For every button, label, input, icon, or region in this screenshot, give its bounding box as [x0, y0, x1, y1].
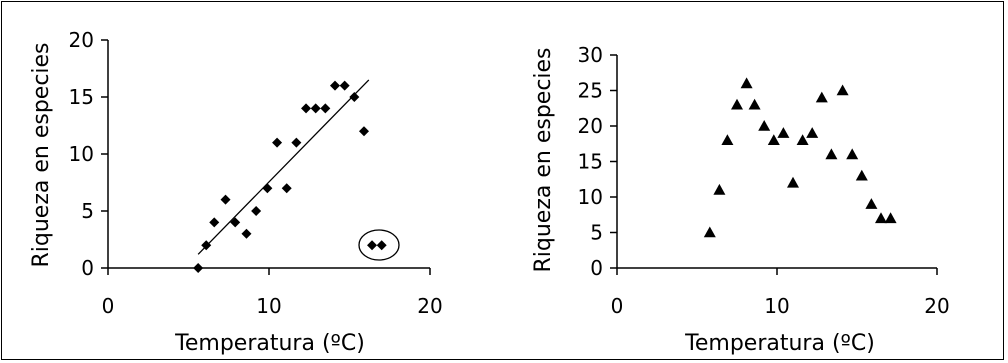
data-point-diamond: [272, 137, 283, 148]
chart-1-outlier-circle: [358, 229, 400, 261]
data-point-diamond: [241, 228, 252, 239]
chart-1: 0 5 10 15 20 0 10 20 Temperatura (ºC) Riqueza e…: [29, 28, 443, 356]
chart-1-y-tick-label: 10: [69, 142, 94, 166]
data-point-diamond: [358, 126, 369, 137]
data-point-triangle: [731, 98, 743, 110]
chart-1-x-tick-label: 20: [417, 294, 442, 318]
chart-2-y-tick-label: 30: [578, 43, 603, 67]
data-point-triangle: [865, 198, 878, 209]
data-point-triangle: [884, 212, 897, 224]
chart-1-y-tick-label: 20: [69, 28, 94, 52]
data-point-triangle: [748, 98, 761, 110]
chart-2-x-tick-label: 20: [924, 294, 949, 318]
data-point-diamond: [320, 103, 331, 114]
data-point-diamond: [367, 240, 378, 251]
data-point-diamond: [310, 103, 321, 114]
data-point-triangle: [855, 169, 868, 181]
data-point-triangle: [777, 127, 790, 138]
data-point-diamond: [220, 194, 231, 205]
chart-2-x-label: Temperatura (ºC): [684, 331, 875, 356]
data-point-diamond: [209, 217, 220, 228]
chart-2-y-tick-label: 25: [578, 79, 603, 103]
data-point-triangle: [721, 134, 734, 145]
data-point-triangle: [787, 176, 799, 188]
chart-1-x-label: Temperatura (ºC): [174, 331, 365, 356]
data-point-triangle: [815, 91, 828, 103]
data-point-triangle: [703, 226, 716, 238]
data-point-diamond: [251, 206, 262, 216]
data-point-triangle: [796, 134, 809, 145]
data-point-diamond: [339, 80, 350, 91]
data-point-triangle: [875, 212, 887, 224]
data-point-triangle: [806, 127, 819, 138]
data-point-diamond: [193, 263, 204, 273]
chart-2-y-tick-label: 15: [578, 150, 603, 174]
data-point-triangle: [740, 77, 753, 89]
chart-2-y-label: Riqueza en especies: [531, 47, 556, 272]
data-point-diamond: [301, 103, 312, 114]
chart-2-y-tick-label: 20: [578, 114, 603, 138]
chart-1-y-tick-label: 0: [81, 256, 94, 280]
chart-2-y-tick-label: 5: [590, 221, 603, 245]
data-point-diamond: [349, 92, 360, 102]
chart-2: 0 5 10 15 20 25 30 0 10 20 Temperatura (ºC) Rique…: [531, 43, 950, 356]
data-point-diamond: [230, 217, 241, 228]
data-point-diamond: [262, 183, 273, 194]
data-point-triangle: [713, 183, 726, 195]
data-point-triangle: [767, 134, 780, 145]
chart-1-y-tick-label: 15: [69, 85, 94, 109]
data-point-triangle: [846, 148, 859, 160]
chart-2-x-tick-label: 10: [764, 294, 789, 318]
data-point-triangle: [825, 148, 838, 160]
chart-2-x-tick-label: 0: [611, 294, 624, 318]
data-point-diamond: [330, 80, 341, 91]
chart-1-trendline: [197, 79, 370, 255]
data-point-triangle: [836, 84, 849, 96]
chart-1-y-tick-label: 5: [81, 199, 94, 223]
data-point-diamond: [376, 240, 387, 251]
chart-1-x-tick-label: 10: [256, 294, 281, 318]
data-point-triangle: [758, 120, 771, 131]
chart-2-y-tick-label: 10: [578, 185, 603, 209]
data-point-diamond: [201, 240, 212, 251]
chart-1-x-tick-label: 0: [102, 294, 115, 318]
chart-1-y-label: Riqueza en especies: [29, 42, 54, 267]
chart-2-y-tick-label: 0: [590, 256, 603, 280]
data-point-diamond: [281, 183, 292, 194]
data-point-diamond: [291, 137, 302, 148]
